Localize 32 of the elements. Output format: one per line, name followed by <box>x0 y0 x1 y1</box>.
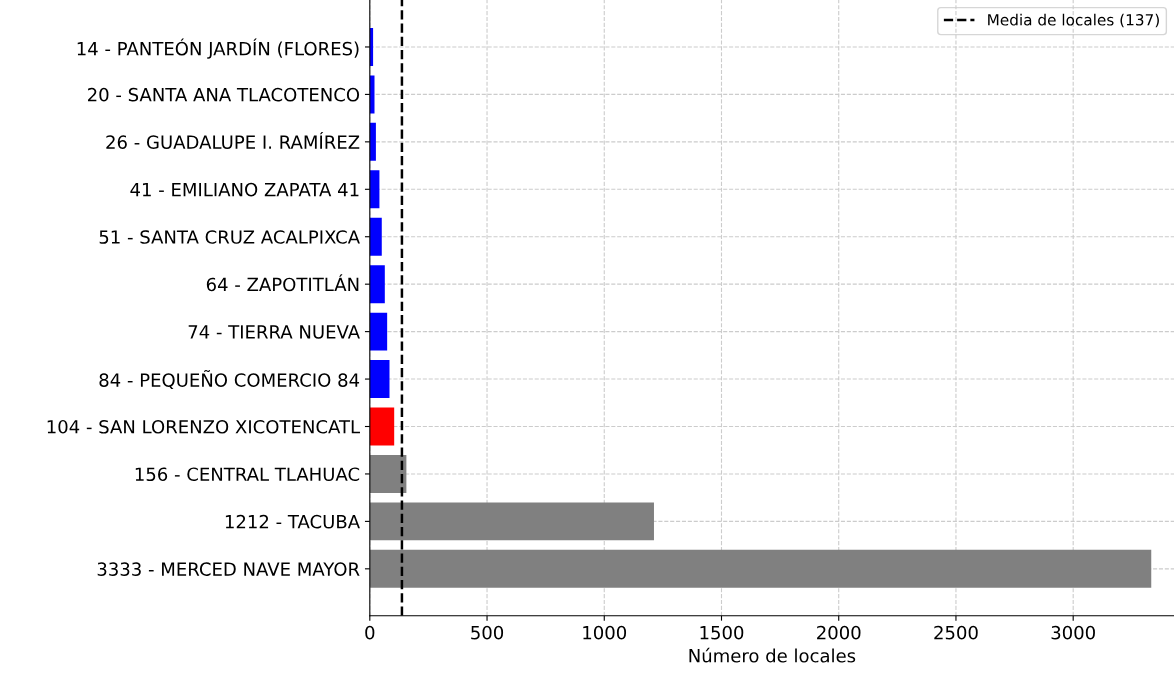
x-tick-label: 2000 <box>817 625 861 640</box>
y-tick-label: 104 - SAN LORENZO XICOTENCATL <box>47 419 360 434</box>
bar <box>369 27 374 66</box>
x-axis-title: Número de locales <box>689 647 856 663</box>
y-tick-label: 84 - PEQUEÑO COMERCIO 84 <box>99 370 360 389</box>
y-tick-label: 3333 - MERCED NAVE MAYOR <box>97 562 360 576</box>
bar <box>369 502 654 541</box>
y-tick-label: 41 - EMILIANO ZAPATA 41 <box>130 182 359 197</box>
y-tick-label: 156 - CENTRAL TLAHUAC <box>135 467 360 482</box>
y-tick-label: 20 - SANTA ANA TLACOTENCO <box>88 87 360 102</box>
x-tick-label: 2500 <box>934 625 978 640</box>
y-tick-label: 51 - SANTA CRUZ ACALPIXCA <box>99 230 360 244</box>
ref-line-label: Media de locales (137) <box>988 13 1159 28</box>
y-tick-label: 64 - ZAPOTITLÁN <box>206 274 359 292</box>
y-tick-label: 26 - GUADALUPE I. RAMÍREZ <box>106 132 360 149</box>
bar <box>369 407 395 446</box>
bar <box>369 122 376 161</box>
bar <box>369 549 1152 588</box>
bar <box>369 454 407 493</box>
bar <box>369 312 388 351</box>
bar <box>369 170 380 209</box>
x-tick-label: 1500 <box>700 625 744 640</box>
x-tick-label: 0 <box>365 625 375 640</box>
bar <box>369 360 390 399</box>
x-tick-label: 1000 <box>583 625 627 640</box>
x-tick-label: 3000 <box>1051 625 1095 640</box>
bar <box>369 265 385 304</box>
y-tick-label: 74 - TIERRA NUEVA <box>188 325 360 339</box>
y-tick-label: 1212 - TACUBA <box>225 514 360 529</box>
y-tick-label: 14 - PANTEÓN JARDÍN (FLORES) <box>77 38 359 59</box>
x-tick-label: 500 <box>471 625 504 640</box>
bar <box>369 217 382 256</box>
